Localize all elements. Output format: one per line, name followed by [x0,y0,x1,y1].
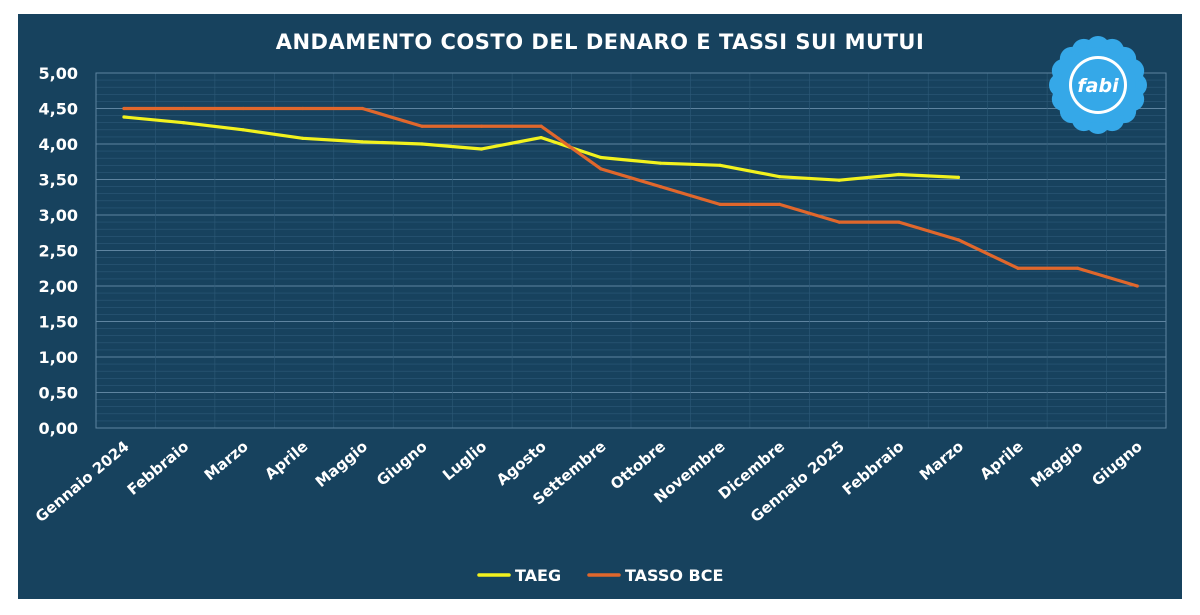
y-tick-label: 5,00 [39,64,78,83]
data-point [599,167,603,171]
y-tick-label: 1,00 [39,348,78,367]
data-point [241,106,245,111]
y-tick-label: 2,00 [39,277,78,296]
plot-border [95,72,1167,429]
y-tick-label: 3,00 [39,206,78,225]
data-point [778,202,782,206]
x-tick-label: Luglio [439,437,490,484]
series-taeg [122,115,961,182]
data-point [360,106,364,111]
series-tasso-bce [122,106,1139,288]
x-tick-label: Febbraio [124,437,192,499]
x-tick-label: Marzo [916,437,967,484]
data-point [837,178,841,182]
x-tick-label: Gennaio 2024 [32,437,133,526]
y-tick-label: 4,50 [39,100,78,119]
data-point [718,202,722,206]
data-point [480,124,484,128]
y-tick-label: 4,00 [39,135,78,154]
grid [95,72,1167,429]
data-point [480,147,484,151]
data-point [956,175,961,179]
x-tick-label: Agosto [493,437,550,489]
data-point [1135,284,1139,288]
chart-panel: ANDAMENTO COSTO DEL DENARO E TASSI SUI M… [18,14,1182,599]
data-point [420,124,424,128]
data-point [420,142,424,146]
data-point [658,161,663,165]
data-point [897,220,901,224]
x-tick-label: Maggio [1027,437,1086,491]
chart-title: ANDAMENTO COSTO DEL DENARO E TASSI SUI M… [276,30,925,54]
x-tick-label: Aprile [261,437,311,483]
data-point [837,220,841,224]
y-tick-label: 2,50 [39,242,78,261]
fabi-logo: fabi [1049,36,1147,134]
x-tick-label: Maggio [312,437,371,491]
y-tick-label: 0,00 [39,419,78,438]
chart: ANDAMENTO COSTO DEL DENARO E TASSI SUI M… [32,30,1167,585]
data-point [301,106,305,111]
data-point [301,136,305,140]
x-tick-label: Febbraio [839,437,907,499]
x-tick-label: Giugno [373,437,430,489]
data-point [122,106,126,111]
legend-item: TAEG [477,566,561,585]
logo-text: fabi [1077,75,1119,97]
data-point [539,136,543,140]
data-point [718,163,722,167]
logo-center [1072,59,1124,111]
data-point [658,185,663,189]
data-point [182,106,186,111]
y-tick-label: 3,50 [39,171,78,190]
data-point [1076,266,1080,270]
x-tick-label: Giugno [1088,437,1145,489]
data-point [360,140,364,144]
x-tick-label: Marzo [201,437,252,484]
data-point [1016,266,1020,270]
data-point [778,175,782,179]
legend-item: TASSO BCE [587,566,723,585]
y-axis: 0,00 0,50 1,00 1,50 2,00 2,50 3,00 3,50 4,00 4,50… [39,64,78,438]
y-tick-label: 0,50 [39,384,78,403]
legend-label: TASSO BCE [625,566,723,585]
data-point [241,128,245,132]
data-point [956,238,961,242]
legend: TAEG TASSO BCE [477,566,723,585]
data-point [122,115,126,119]
series-line [122,106,1139,288]
legend-label: TAEG [515,566,561,585]
x-tick-label: Aprile [977,437,1027,483]
series-layer [122,106,1139,288]
data-point [599,155,603,160]
data-point [897,172,901,177]
data-point [182,121,186,125]
data-point [539,124,543,128]
y-tick-label: 1,50 [39,313,78,332]
